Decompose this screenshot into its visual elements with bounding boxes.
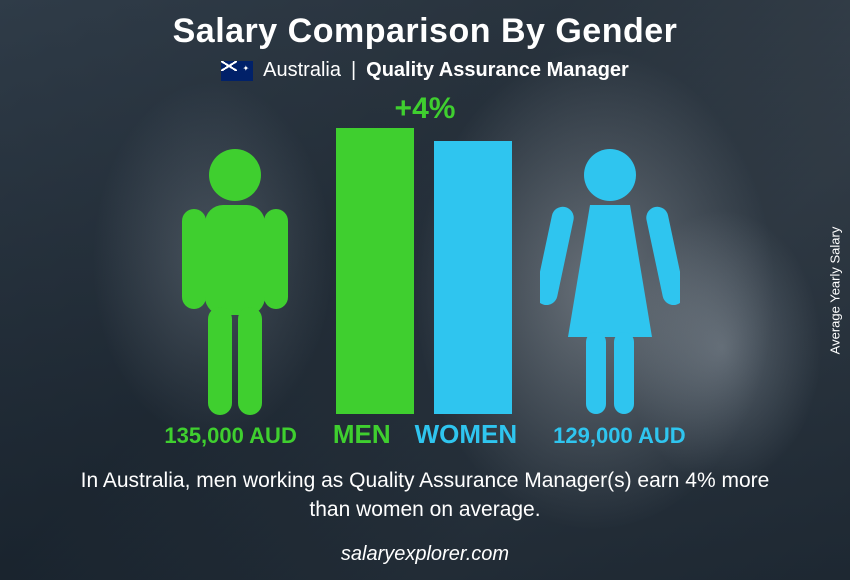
infographic-content: Salary Comparison By Gender Australia | … bbox=[0, 0, 850, 580]
delta-percent-label: +4% bbox=[395, 92, 456, 126]
separator: | bbox=[351, 59, 356, 82]
australia-flag-icon bbox=[221, 61, 253, 81]
male-figure-icon bbox=[170, 147, 300, 422]
female-salary-bar bbox=[434, 141, 512, 414]
y-axis-label-wrap: Average Yearly Salary bbox=[820, 0, 850, 580]
male-gender-label: MEN bbox=[333, 419, 391, 450]
y-axis-label: Average Yearly Salary bbox=[828, 226, 843, 354]
footer-source: salaryexplorer.com bbox=[0, 543, 850, 566]
chart-label-row: 135,000 AUD MEN WOMEN 129,000 AUD bbox=[0, 419, 850, 450]
location-label: Australia bbox=[263, 59, 341, 82]
female-salary-value: 129,000 AUD bbox=[553, 423, 685, 449]
female-gender-label: WOMEN bbox=[415, 419, 518, 450]
male-salary-value: 135,000 AUD bbox=[164, 423, 296, 449]
summary-text: In Australia, men working as Quality Ass… bbox=[0, 466, 850, 525]
chart-area: +4% 135,000 AUD bbox=[0, 92, 850, 462]
page-title: Salary Comparison By Gender bbox=[0, 0, 850, 51]
subtitle-row: Australia | Quality Assurance Manager bbox=[0, 59, 850, 82]
job-title-label: Quality Assurance Manager bbox=[366, 59, 629, 82]
male-salary-bar bbox=[336, 128, 414, 414]
female-figure-icon bbox=[540, 147, 680, 422]
